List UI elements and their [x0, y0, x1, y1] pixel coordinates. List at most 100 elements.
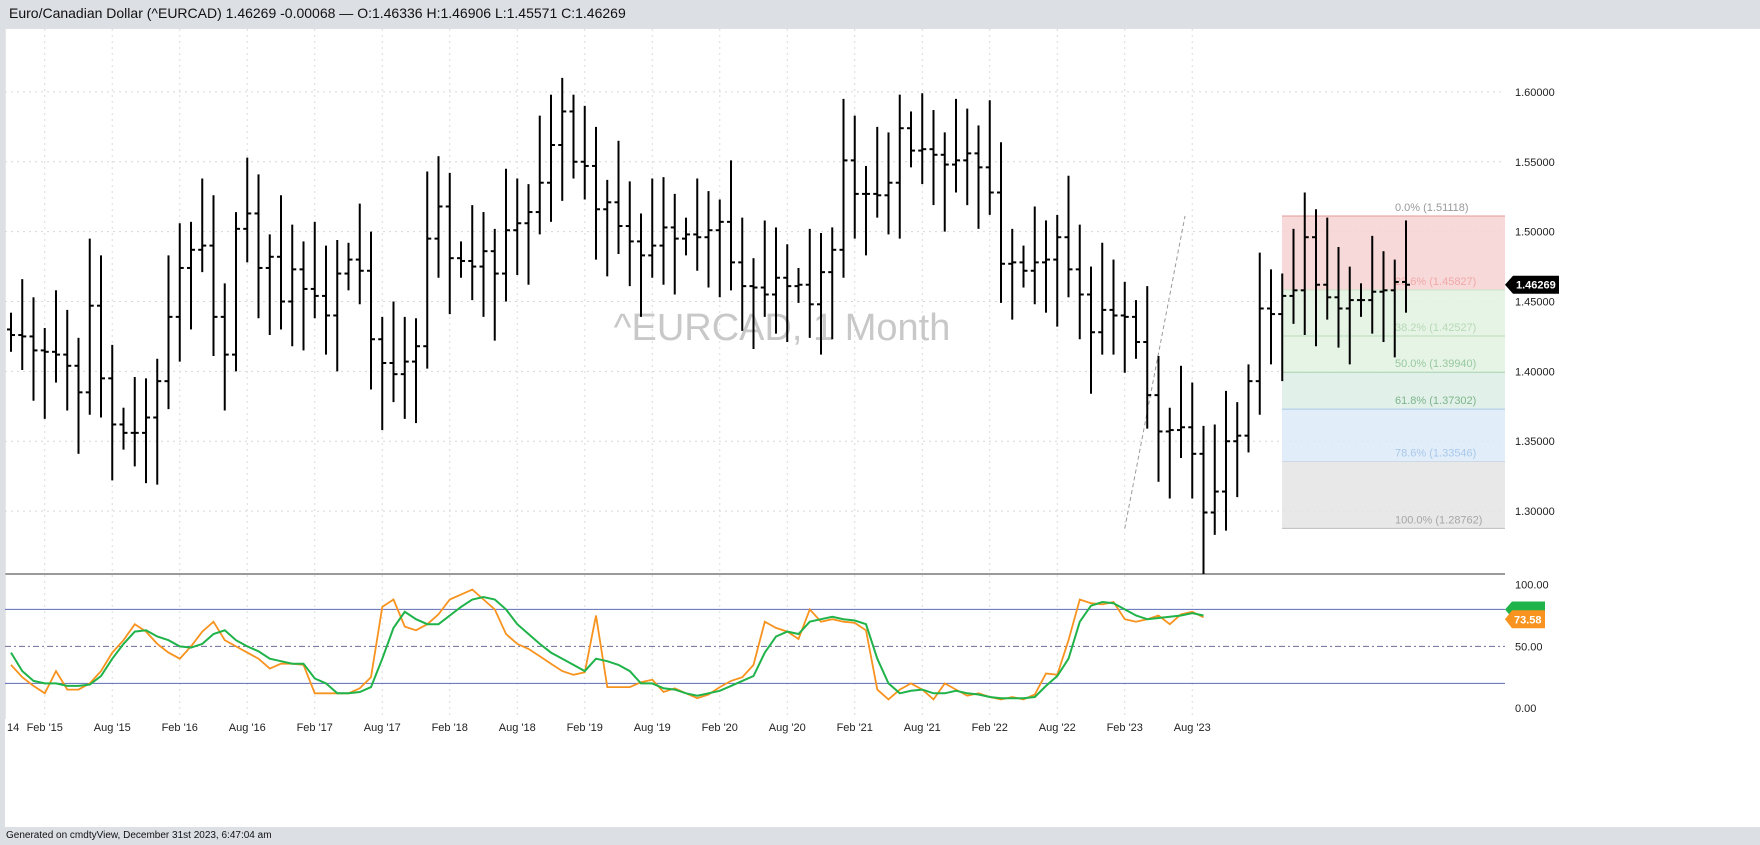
ohlc-bar	[1008, 228, 1017, 320]
ohlc-bar	[1379, 251, 1388, 343]
price-tick-label: 1.40000	[1515, 366, 1555, 378]
ohlc-bar	[704, 191, 713, 288]
ohlc-bar	[209, 195, 218, 356]
ohlc-bar	[1390, 259, 1399, 358]
ohlc-bar	[693, 178, 702, 271]
ohlc-bar	[873, 126, 882, 218]
ohlc-bar	[29, 297, 38, 401]
stoch-d-line	[10, 595, 1204, 700]
time-tick-label: Feb '16	[162, 722, 198, 734]
ohlc-bar	[1267, 269, 1275, 365]
ohlc-bar	[389, 301, 398, 403]
time-tick-label: 14	[7, 722, 19, 734]
ohlc-bar	[862, 165, 870, 256]
ohlc-bar	[670, 193, 679, 295]
ohlc-bar	[1143, 286, 1152, 429]
ohlc-bar	[839, 98, 848, 278]
time-tick-label: Aug '18	[499, 722, 536, 734]
ohlc-bar	[1132, 300, 1140, 359]
ohlc-bar	[817, 233, 825, 355]
ohlc-bar	[682, 217, 690, 256]
ohlc-bar	[288, 224, 297, 347]
ohlc-bar	[1357, 283, 1365, 317]
ohlc-bar	[97, 255, 105, 418]
last-price-label: 1.46269	[1516, 280, 1556, 292]
ohlc-bar	[1255, 252, 1264, 415]
ohlc-bar	[985, 100, 994, 215]
time-tick-label: Aug '15	[94, 722, 131, 734]
ohlc-bar	[727, 160, 735, 291]
ohlc-bar	[749, 258, 758, 350]
ohlc-bar	[1019, 245, 1028, 288]
ohlc-bar	[637, 213, 645, 317]
chart-watermark: ^EURCAD, 1 Month	[614, 307, 951, 349]
last-price-tag	[1505, 275, 1559, 294]
ohlc-bar	[794, 267, 803, 303]
ohlc-bar	[142, 378, 150, 484]
ohlc-bar	[322, 245, 330, 355]
ohlc-bar	[130, 376, 139, 467]
fibonacci-retracement: 0.0% (1.51118) 23.6% (1.45827) 38.2% (1.42…	[1124, 202, 1505, 529]
fib-band	[1282, 409, 1505, 462]
ohlc-bar	[1154, 356, 1163, 482]
ohlc-bar	[434, 156, 443, 278]
time-tick-label: Aug '17	[364, 722, 401, 734]
osc-tick-label: 50.00	[1515, 641, 1543, 653]
ohlc-bar	[1402, 220, 1410, 313]
time-tick-label: Aug '19	[634, 722, 671, 734]
ohlc-bar	[1345, 266, 1354, 365]
fib-level-label: 0.0% (1.51118)	[1395, 202, 1469, 214]
ohlc-bar	[1244, 364, 1253, 453]
time-tick-label: Aug '22	[1039, 722, 1076, 734]
ohlc-bar	[299, 241, 308, 351]
ohlc-bar	[1323, 217, 1332, 320]
price-tick-label: 1.35000	[1515, 436, 1555, 448]
fib-band	[1282, 461, 1505, 529]
ohlc-bar	[220, 283, 229, 411]
ohlc-bar	[74, 337, 83, 454]
ohlc-bar	[569, 94, 578, 179]
time-tick-label: Aug '16	[229, 722, 266, 734]
ohlc-bar	[558, 77, 567, 201]
ohlc-bar	[659, 177, 668, 285]
stochastic-oscillator	[5, 588, 1505, 701]
ohlc-bar	[468, 205, 477, 301]
ohlc-bar	[254, 174, 263, 319]
ohlc-bar	[1087, 266, 1095, 394]
time-tick-label: Feb '23	[1107, 722, 1143, 734]
chart-area[interactable]: 0.0% (1.51118) 23.6% (1.45827) 38.2% (1.42…	[5, 29, 1760, 827]
ohlc-bar	[1165, 407, 1174, 499]
ohlc-bar	[63, 309, 72, 411]
ohlc-bar	[580, 105, 589, 200]
stoch-k-label: 73.58	[1514, 614, 1542, 626]
footer-generated-note: Generated on cmdtyView, December 31st 20…	[6, 830, 272, 841]
ohlc-bar	[502, 168, 510, 302]
ohlc-bar	[187, 221, 195, 330]
ohlc-bar	[1278, 273, 1287, 382]
ohlc-bar	[918, 93, 927, 185]
fib-level-label: 38.2% (1.42527)	[1395, 322, 1476, 334]
ohlc-bar	[1109, 259, 1118, 355]
ohlc-bar	[1064, 175, 1073, 298]
fib-level-label: 78.6% (1.33546)	[1395, 448, 1476, 460]
ohlc-bar	[457, 241, 465, 278]
ohlc-bar	[153, 358, 162, 485]
chart-svg[interactable]: 0.0% (1.51118) 23.6% (1.45827) 38.2% (1.42…	[5, 29, 1760, 827]
ohlc-bar	[850, 115, 859, 239]
ohlc-bar	[52, 290, 60, 383]
ohlc-bar	[1042, 220, 1050, 313]
fib-level-label: 100.0% (1.28762)	[1395, 514, 1482, 526]
osc-tick-label: 0.00	[1515, 703, 1536, 715]
ohlc-bar	[772, 227, 780, 334]
ohlc-bar	[625, 181, 634, 287]
ohlc-bar	[940, 132, 949, 232]
price-tick-label: 1.45000	[1515, 297, 1555, 309]
ohlc-bar	[355, 203, 364, 305]
time-tick-label: Feb '17	[297, 722, 333, 734]
ohlc-bar	[333, 240, 342, 372]
time-tick-label: Aug '21	[904, 722, 941, 734]
ohlc-bar	[243, 157, 252, 263]
time-tick-label: Feb '15	[27, 722, 63, 734]
fib-band	[1282, 289, 1505, 337]
fib-level-label: 23.6% (1.45827)	[1395, 276, 1476, 288]
